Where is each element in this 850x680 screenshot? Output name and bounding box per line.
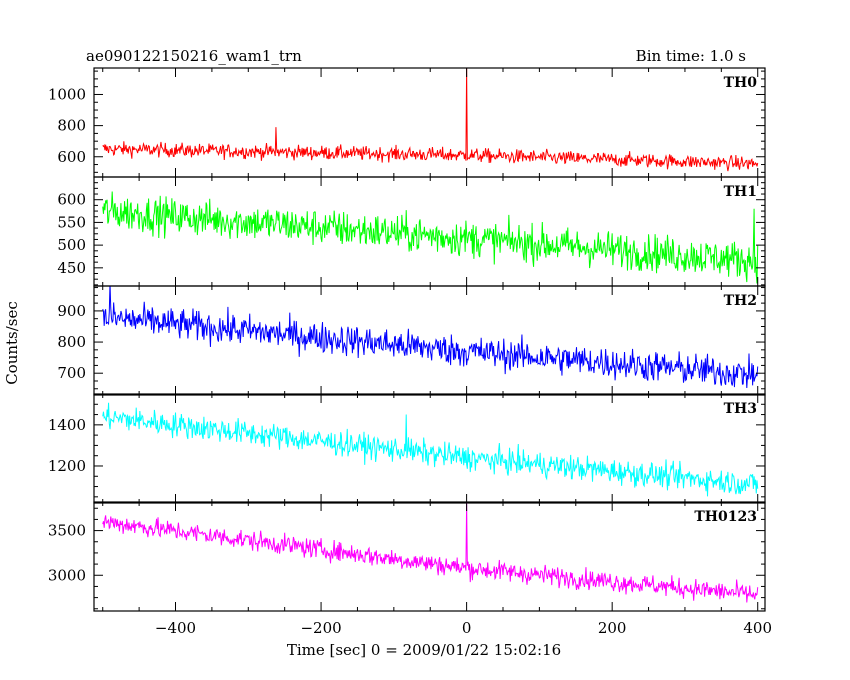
y-tick-label: 450 (57, 259, 86, 277)
panel-th1: 450 500 550 600 TH1 (57, 176, 766, 287)
y-tick-label: 1400 (48, 416, 86, 434)
y-tick-label: 800 (57, 117, 86, 135)
panel-th2: 700 800 900 TH2 (57, 285, 766, 396)
y-tick-label: 700 (57, 364, 86, 382)
panel-th0: 600 800 1000 TH0 (48, 67, 766, 178)
panel-th0123: 3000 3500 TH0123 (48, 501, 766, 612)
panel-label-th1: TH1 (724, 184, 757, 200)
x-axis-title: Time [sec] 0 = 2009/01/22 15:02:16 (287, 641, 561, 659)
y-tick-label: 600 (57, 148, 86, 166)
y-tick-label: 900 (57, 302, 86, 320)
y-tick-label: 1200 (48, 457, 86, 475)
panel-frame (93, 285, 766, 396)
y-tick-label: 550 (57, 213, 86, 231)
x-tick-label: 0 (462, 619, 472, 637)
series-line-th2 (102, 286, 759, 389)
x-tick-label: −400 (155, 619, 196, 637)
y-tick-label: 1000 (48, 85, 86, 103)
panel-label-th0123: TH0123 (694, 509, 757, 525)
x-tick-label: 400 (743, 619, 772, 637)
panel-label-th2: TH2 (724, 293, 757, 309)
observation-title: ae090122150216_wam1_trn (86, 47, 302, 65)
bin-time-label: Bin time: 1.0 s (636, 47, 746, 65)
y-tick-label: 600 (57, 191, 86, 209)
panel-label-th3: TH3 (724, 401, 757, 417)
panels-layer: 600 800 1000 TH0 450 500 550 600 TH1 700 800 900 TH2… (48, 67, 772, 637)
y-tick-label: 3500 (48, 522, 86, 540)
panel-frame (93, 393, 766, 504)
y-tick-label: 3000 (48, 566, 86, 584)
panel-label-th0: TH0 (724, 75, 758, 91)
x-tick-label: 200 (598, 619, 627, 637)
y-axis-title: Counts/sec (3, 301, 21, 385)
series-line-th3 (102, 402, 759, 497)
panel-th3: 1200 1400 TH3 (48, 393, 766, 504)
series-line-th0123 (102, 502, 759, 603)
series-line-th1 (102, 191, 759, 284)
panel-frame (93, 501, 766, 612)
y-tick-label: 500 (57, 236, 86, 254)
x-tick-label: −200 (300, 619, 341, 637)
series-line-th0 (102, 68, 759, 172)
y-tick-label: 800 (57, 333, 86, 351)
